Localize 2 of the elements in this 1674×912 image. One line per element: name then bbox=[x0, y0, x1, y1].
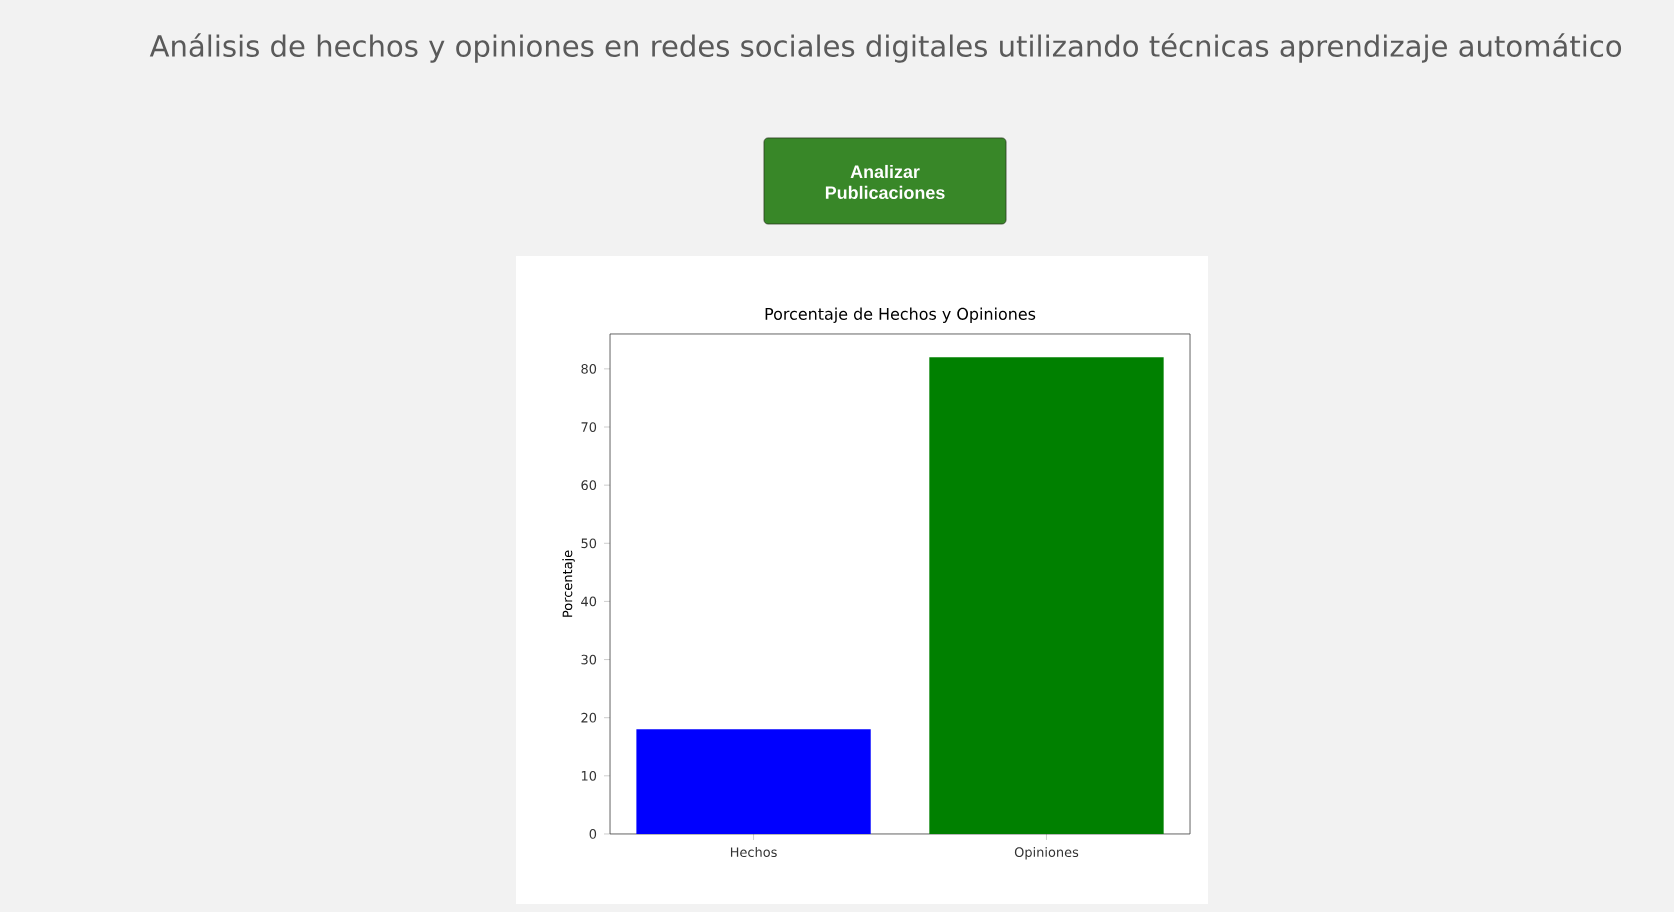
text: Analizar Publicaciones bbox=[825, 164, 945, 200]
chart-title: Análisis de hechos y opiniones en redes sociales digitales utilizando técnicas aprendizaje automático bbox=[149, 33, 1622, 63]
